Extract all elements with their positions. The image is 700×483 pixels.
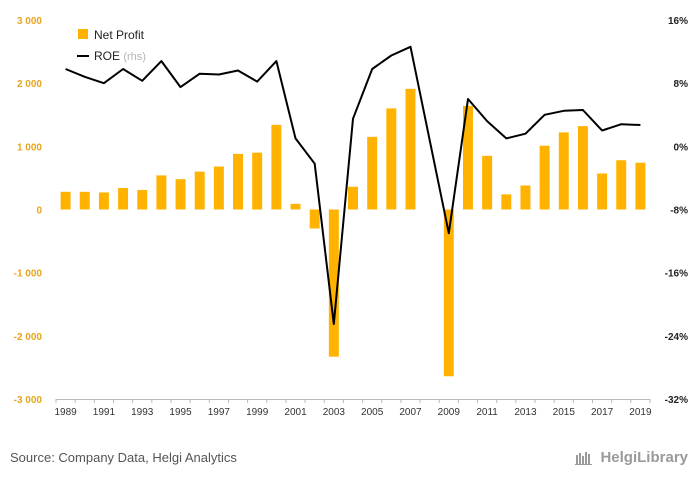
x-tick-label: 2013 [514,407,537,418]
net-profit-bar [309,209,320,229]
x-tick-label: 1999 [246,407,269,418]
net-profit-bar [194,171,205,210]
right-tick-label: -8% [670,206,688,217]
legend-label-roe: ROE (rhs) [94,49,146,63]
net-profit-bar [213,166,224,210]
net-profit-bar [156,175,167,210]
net-profit-bar [558,132,569,210]
net-profit-bar [462,105,473,210]
x-tick-label: 2005 [361,407,384,418]
left-tick-label: -1 000 [14,269,43,280]
right-tick-label: 16% [668,16,688,27]
left-tick-label: 2 000 [17,79,42,90]
right-y-axis: 16% 8% 0% -8% -16% -24% -32% [665,16,688,406]
x-tick-label: 2019 [629,407,652,418]
helgi-library-logo[interactable]: HelgiLibrary [575,449,688,466]
legend: Net Profit ROE (rhs) [77,28,146,63]
left-tick-label: 3 000 [17,16,42,27]
left-y-axis: 3 000 2 000 1 000 0 -1 000 -2 000 -3 000 [14,16,43,406]
left-tick-label: -3 000 [14,395,43,406]
net-profit-bar [386,108,397,210]
net-profit-bar [616,160,627,210]
legend-swatch-net-profit [78,29,88,39]
x-tick-label: 2011 [476,407,498,418]
x-tick-label: 1989 [54,407,77,418]
x-tick-label: 2001 [284,407,307,418]
right-tick-label: -24% [665,332,688,343]
left-tick-label: 0 [36,206,42,217]
x-tick-label: 2007 [399,407,422,418]
source-note: Source: Company Data, Helgi Analytics [10,450,237,465]
x-tick-label: 1997 [208,407,231,418]
roe-line [65,45,641,325]
net-profit-bar [60,191,71,210]
net-profit-bar [482,155,493,210]
x-axis: 1989 1991 1993 1995 1997 1999 2001 2003 2005 2007… [54,399,652,418]
net-profit-bar [252,152,263,210]
net-profit-bar [501,194,512,210]
left-tick-label: -2 000 [14,332,43,343]
x-tick-label: 1993 [131,407,154,418]
net-profit-bar [328,209,339,357]
net-profit-bar [635,162,646,210]
x-tick-label: 1995 [169,407,192,418]
net-profit-bar [98,192,109,210]
net-profit-bar [405,88,416,210]
net-profit-bars [60,88,646,377]
net-profit-bar [539,145,550,210]
left-tick-label: 1 000 [17,142,42,153]
right-tick-label: 8% [674,79,689,90]
net-profit-bar [118,188,129,210]
logo-text: HelgiLibrary [600,449,688,466]
right-tick-label: -16% [665,269,688,280]
net-profit-bar [348,186,358,210]
library-books-icon [575,451,593,465]
combo-chart: 3 000 2 000 1 000 0 -1 000 -2 000 -3 000 16% 8%… [14,16,688,418]
net-profit-bar [577,126,588,210]
roe-line-group [65,45,641,325]
net-profit-bar [290,203,301,210]
net-profit-bar [233,153,244,210]
x-tick-label: 2015 [553,407,576,418]
net-profit-bar [520,185,531,210]
net-profit-bar [175,179,186,210]
right-tick-label: 0% [674,142,689,153]
net-profit-bar [367,136,378,210]
net-profit-bar [137,189,148,210]
net-profit-bar [443,209,454,377]
x-tick-label: 2017 [591,407,614,418]
net-profit-bar [79,191,90,210]
x-tick-label: 1991 [93,407,116,418]
net-profit-bar [271,124,282,210]
legend-label-net-profit: Net Profit [94,28,145,42]
right-tick-label: -32% [665,395,688,406]
x-tick-label: 2009 [438,407,461,418]
net-profit-bar [597,173,608,210]
x-tick-label: 2003 [323,407,346,418]
